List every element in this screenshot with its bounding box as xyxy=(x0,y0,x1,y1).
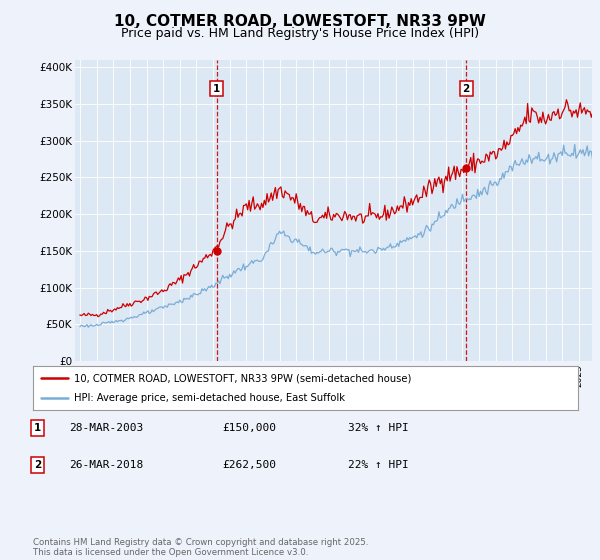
Text: £262,500: £262,500 xyxy=(222,460,276,470)
Text: 26-MAR-2018: 26-MAR-2018 xyxy=(69,460,143,470)
Text: £150,000: £150,000 xyxy=(222,423,276,433)
Text: 22% ↑ HPI: 22% ↑ HPI xyxy=(348,460,409,470)
Text: Price paid vs. HM Land Registry's House Price Index (HPI): Price paid vs. HM Land Registry's House … xyxy=(121,27,479,40)
Text: 2: 2 xyxy=(34,460,41,470)
Text: 1: 1 xyxy=(34,423,41,433)
Text: 10, COTMER ROAD, LOWESTOFT, NR33 9PW (semi-detached house): 10, COTMER ROAD, LOWESTOFT, NR33 9PW (se… xyxy=(74,373,411,383)
Text: 28-MAR-2003: 28-MAR-2003 xyxy=(69,423,143,433)
Text: Contains HM Land Registry data © Crown copyright and database right 2025.
This d: Contains HM Land Registry data © Crown c… xyxy=(33,538,368,557)
Text: 2: 2 xyxy=(463,83,470,94)
Text: 32% ↑ HPI: 32% ↑ HPI xyxy=(348,423,409,433)
Text: 1: 1 xyxy=(213,83,220,94)
Text: 10, COTMER ROAD, LOWESTOFT, NR33 9PW: 10, COTMER ROAD, LOWESTOFT, NR33 9PW xyxy=(114,14,486,29)
Text: HPI: Average price, semi-detached house, East Suffolk: HPI: Average price, semi-detached house,… xyxy=(74,393,345,403)
